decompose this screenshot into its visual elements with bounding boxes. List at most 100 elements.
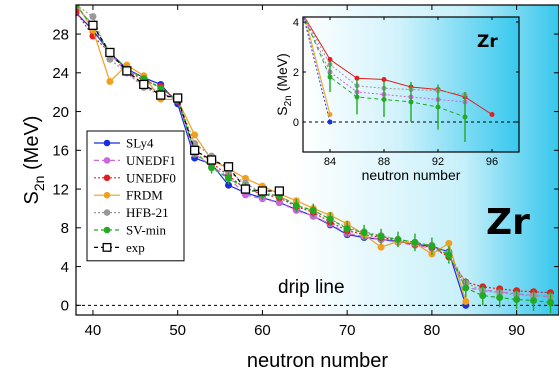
main-point-exp — [223, 162, 234, 172]
main-point-svmin — [157, 84, 165, 92]
legend-label-unedf0: UNEDF0 — [126, 170, 176, 185]
main-x-tick-label: 90 — [508, 322, 525, 339]
inset-y-tick-label: 0 — [293, 117, 299, 129]
main-y-tick-label: 0 — [61, 298, 69, 315]
main-point-frdm — [445, 239, 453, 247]
main-point-frdm — [106, 78, 114, 86]
main-point-exp — [206, 155, 217, 165]
main-series-line-unedf1 — [76, 6, 551, 298]
inset-point-svmin — [381, 97, 387, 102]
main-frame — [75, 4, 559, 316]
inset-x-tick-label: 96 — [486, 156, 498, 168]
main-point-svmin — [292, 202, 300, 210]
inset-point-frdm — [327, 112, 333, 117]
main-x-tick-label: 50 — [169, 322, 186, 339]
inset-x-tick-label: 84 — [324, 156, 336, 168]
legend-marker-hfb21 — [103, 209, 111, 216]
inset-x-tick-label: 92 — [432, 156, 444, 168]
main-y-tick-label: 24 — [52, 65, 69, 82]
main-point-svmin — [479, 292, 487, 300]
inset-point-svmin — [408, 99, 414, 105]
main-y-tick-label: 16 — [52, 143, 69, 160]
main-point-hfb21 — [106, 55, 114, 63]
main-point-svmin — [462, 284, 470, 292]
main-point-exp — [274, 186, 285, 196]
main-y-tick-label: 4 — [61, 259, 69, 276]
main-point-svmin — [496, 294, 504, 302]
main-y-label-unit: (MeV) — [21, 116, 43, 176]
main-point-sly4 — [225, 181, 233, 189]
main-x-axis-label: neutron number — [247, 350, 389, 372]
inset-point-svmin — [462, 114, 468, 120]
main-point-svmin — [326, 215, 334, 223]
legend-marker-frdm — [103, 191, 111, 199]
legend-label-svmin: SV-min — [126, 223, 166, 238]
inset-series-line-frdm — [304, 17, 331, 115]
legend-marker-unedf1 — [103, 157, 111, 164]
main-point-svmin — [360, 229, 368, 237]
main-x-tick-label: 60 — [254, 322, 271, 339]
legend-marker-svmin — [103, 226, 111, 234]
main-point-exp — [240, 184, 251, 194]
inset-point-svmin — [354, 94, 360, 100]
main-point-svmin — [513, 296, 521, 303]
main-point-svmin — [411, 238, 419, 246]
legend-label-exp: exp — [126, 240, 145, 255]
drip-line-label: drip line — [278, 277, 345, 298]
main-point-svmin — [547, 298, 555, 306]
main-point-svmin — [208, 164, 216, 172]
main-point-svmin — [394, 235, 402, 243]
main-y-label-sub: 2n — [31, 176, 47, 192]
main-point-frdm — [191, 131, 199, 139]
inset-point-svmin — [327, 74, 333, 80]
main-point-exp — [189, 145, 200, 155]
legend-marker-exp — [102, 242, 112, 252]
main-point-hfb21 — [89, 13, 97, 21]
legend-label-sly4: SLy4 — [126, 136, 154, 151]
inset-y-tick-label: 4 — [293, 17, 299, 29]
main-point-svmin — [445, 251, 453, 259]
main-y-tick-label: 8 — [61, 220, 69, 237]
inset-point-svmin — [435, 104, 441, 110]
main-point-svmin — [343, 225, 351, 233]
inset-series-line-unedf0 — [303, 17, 493, 115]
main-y-tick-label: 12 — [52, 181, 69, 198]
inset-point-unedf0 — [489, 112, 495, 117]
main-point-exp — [257, 186, 268, 196]
main-point-exp — [156, 90, 166, 100]
inset-point-unedf0 — [327, 57, 333, 62]
main-y-tick-label: 20 — [52, 104, 69, 121]
inset-y-label-unit: (MeV) — [274, 53, 290, 95]
legend: SLy4 UNEDF1 UNEDF0 FRDM HFB-21 SV-min exp — [86, 130, 185, 262]
main-point-unedf1 — [275, 199, 283, 207]
inset-point-sly4 — [327, 119, 333, 125]
main-point-svmin — [428, 242, 436, 250]
main-series-group — [76, 5, 555, 314]
main-point-svmin — [225, 174, 233, 182]
inset-plot: 84 88 92 96 0 2 4 neutron number S2n (MeV) Zr — [274, 16, 520, 183]
main-point-svmin — [530, 296, 538, 304]
element-label-zr: Zr — [486, 202, 530, 243]
main-point-unedf0 — [76, 8, 80, 16]
main-point-frdm — [462, 297, 470, 305]
main-point-exp — [173, 93, 183, 103]
inset-point-unedf0 — [354, 75, 360, 81]
inset-series-line-sly4 — [303, 17, 331, 123]
inset-x-axis-label: neutron number — [362, 167, 461, 183]
main-point-svmin — [309, 206, 317, 214]
inset-y-axis-label: S2n (MeV) — [274, 53, 294, 115]
main-y-tick-label: 28 — [52, 26, 69, 43]
main-point-frdm — [241, 174, 249, 182]
legend-label-frdm: FRDM — [126, 188, 163, 203]
main-y-axis-label: S2n (MeV) — [21, 116, 47, 205]
inset-point-unedf0 — [381, 77, 387, 82]
main-point-svmin — [76, 5, 80, 9]
inset-element-label-zr: Zr — [477, 32, 498, 52]
inset-y-label-sub: 2n — [283, 95, 294, 106]
inset-x-tick-label: 88 — [378, 156, 390, 168]
main-point-exp — [122, 66, 132, 76]
legend-marker-sly4 — [103, 139, 111, 147]
main-point-svmin — [377, 233, 385, 241]
